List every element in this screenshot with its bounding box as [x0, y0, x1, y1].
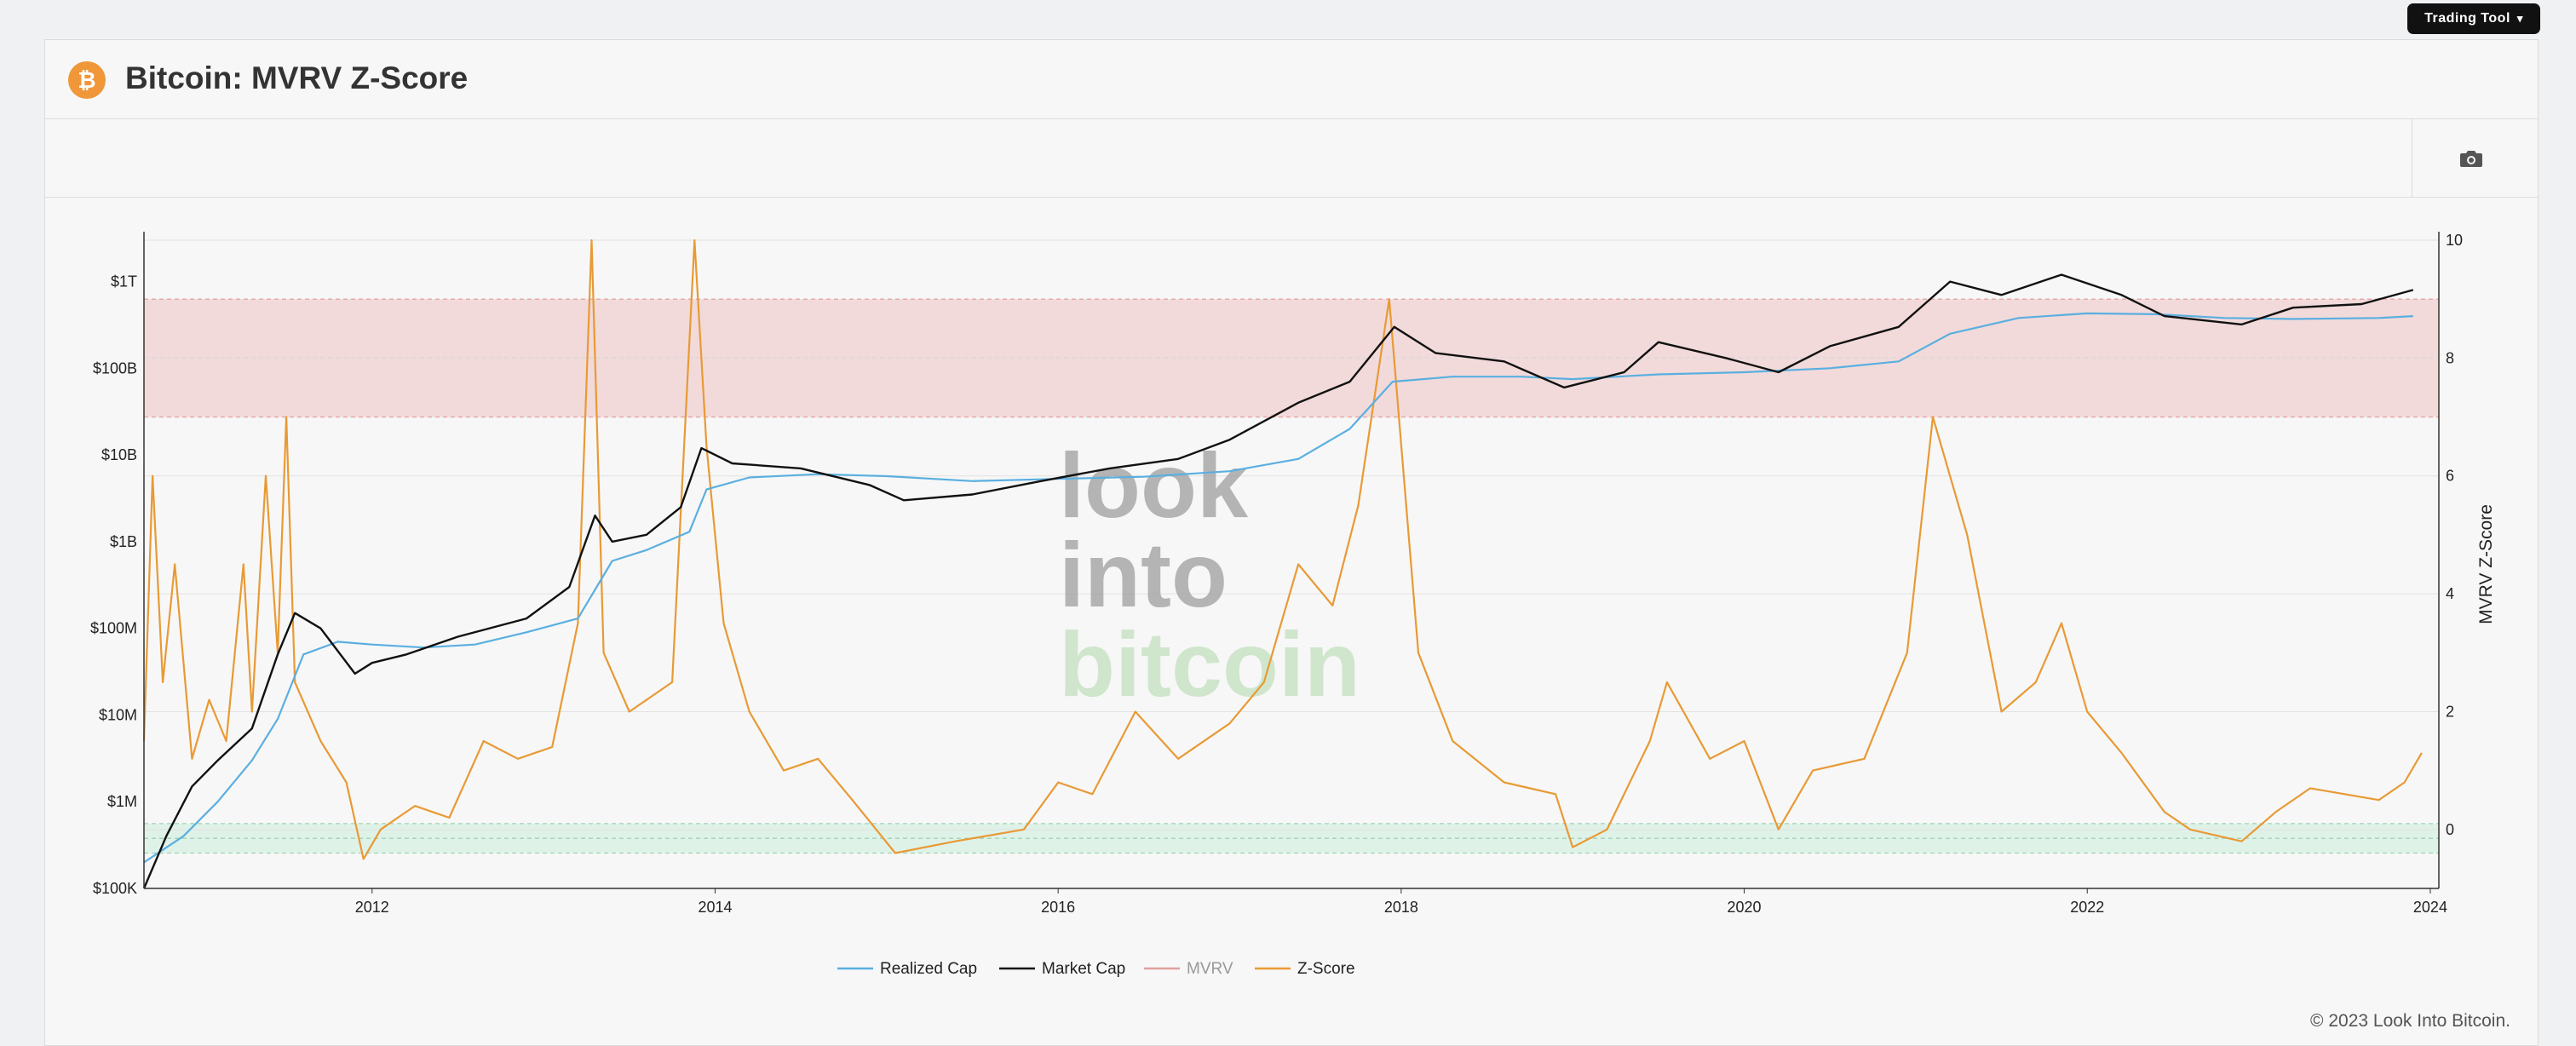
- y-left-tick-label: $10B: [101, 446, 137, 463]
- chart-toolbar: [45, 118, 2538, 198]
- x-tick-label: 2016: [1041, 899, 1075, 916]
- legend-label: Market Cap: [1042, 960, 1125, 978]
- legend-label: Realized Cap: [880, 960, 977, 978]
- watermark-into: into: [1059, 523, 1228, 626]
- chevron-down-icon: ▾: [2516, 12, 2523, 25]
- y-right-tick-label: 8: [2446, 349, 2454, 366]
- y-right-tick-label: 2: [2446, 703, 2454, 720]
- camera-icon[interactable]: [2459, 148, 2483, 169]
- series-market-cap: [142, 273, 2414, 889]
- y-right-tick-label: 0: [2446, 821, 2454, 838]
- y-axis-right-title: MVRV Z-Score: [2476, 504, 2496, 624]
- x-tick-label: 2014: [698, 899, 732, 916]
- y-left-tick-label: $100M: [90, 620, 137, 637]
- y-right-tick-label: 10: [2446, 232, 2463, 249]
- x-tick-label: 2022: [2070, 899, 2104, 916]
- series-z-score: [142, 239, 2423, 860]
- bitcoin-logo-icon: ₿: [68, 61, 106, 99]
- mvrv-zscore-chart: look into bitcoin $100K $1M $10M $100M $1B $1…: [90, 232, 2496, 978]
- card-header: ₿ Bitcoin: MVRV Z-Score: [45, 40, 2538, 119]
- copyright: © 2023 Look Into Bitcoin.: [2310, 1011, 2510, 1031]
- y-left-tick-label: $1M: [107, 793, 137, 810]
- x-tick-label: 2012: [355, 899, 389, 916]
- chart-card: ₿ Bitcoin: MVRV Z-Score look into bitcoi…: [44, 39, 2539, 1046]
- page-title: Bitcoin: MVRV Z-Score: [125, 60, 469, 95]
- y-left-tick-label: $10M: [99, 706, 137, 723]
- trading-tool-button[interactable]: Trading Tool ▾: [2407, 3, 2540, 34]
- watermark-look: look: [1059, 434, 1249, 537]
- y-right-tick-label: 6: [2446, 468, 2454, 485]
- y-left-tick-label: $1B: [110, 533, 137, 550]
- x-tick-label: 2020: [1728, 899, 1762, 916]
- legend-label: MVRV: [1187, 960, 1233, 978]
- y-left-tick-label: $100B: [93, 359, 137, 376]
- y-left-tick-label: $1T: [111, 273, 137, 290]
- legend-label: Z-Score: [1297, 960, 1355, 978]
- trading-tool-label: Trading Tool: [2424, 11, 2510, 26]
- x-tick-label: 2024: [2413, 899, 2447, 916]
- y-right-tick-label: 4: [2446, 585, 2454, 602]
- y-left-tick-label: $100K: [93, 880, 137, 897]
- watermark-bitcoin: bitcoin: [1059, 612, 1360, 716]
- x-tick-label: 2018: [1384, 899, 1418, 916]
